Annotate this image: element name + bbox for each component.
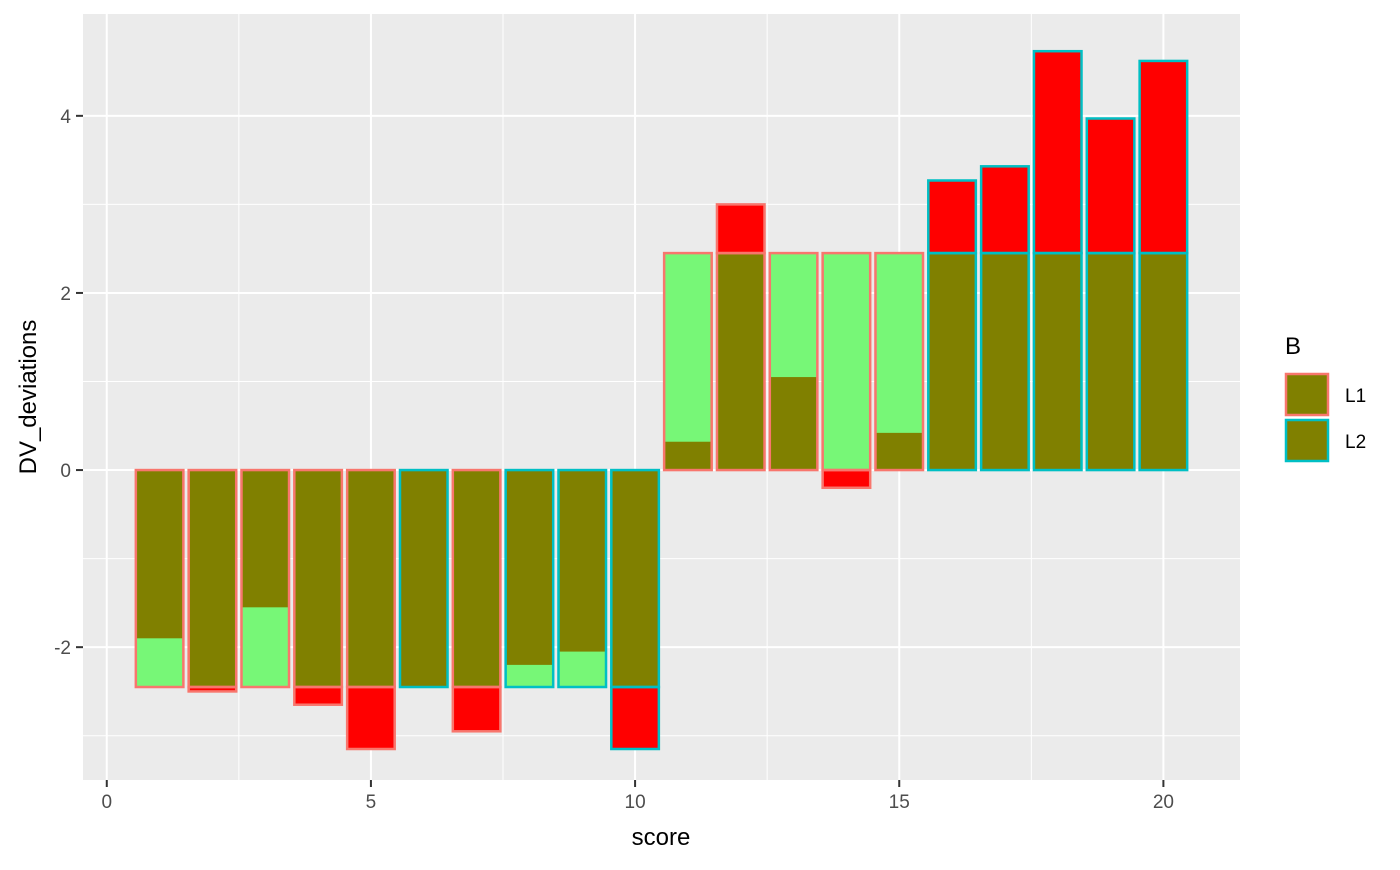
- legend-key: [1284, 372, 1330, 417]
- mean-bar-outline: [504, 468, 555, 689]
- residual-outline: [979, 165, 1030, 255]
- mean-bar-outline: [240, 468, 291, 689]
- mean-bar-outline: [874, 251, 925, 472]
- bar-8: [504, 468, 555, 689]
- bar-16: [927, 179, 978, 472]
- residual-bar: [928, 180, 976, 254]
- bar-5: [345, 468, 396, 751]
- legend-label: L1: [1345, 386, 1366, 407]
- value-bar: [1086, 253, 1135, 471]
- residual-bar: [1086, 118, 1135, 254]
- bar-17: [979, 165, 1030, 472]
- value-bar: [716, 253, 765, 471]
- value-bar: [1139, 253, 1188, 471]
- bar-20: [1138, 59, 1189, 472]
- bar-19: [1085, 117, 1136, 472]
- residual-bar: [294, 687, 342, 705]
- bar-6: [398, 468, 449, 689]
- x-tick-label: 0: [101, 792, 112, 813]
- mean-bar-outline: [134, 468, 185, 689]
- legend: B L1 L2: [1284, 333, 1366, 463]
- y-tick-label: 2: [60, 284, 71, 305]
- y-tick-label: -2: [54, 638, 71, 659]
- residual-outline: [1085, 117, 1136, 255]
- mean-bar-outline: [557, 468, 608, 689]
- bar-11: [662, 251, 713, 472]
- residual-bar: [1139, 60, 1188, 254]
- bar-15: [874, 251, 925, 472]
- value-bar: [558, 470, 607, 652]
- value-bar: [452, 470, 501, 688]
- y-tick-label: 0: [60, 461, 71, 482]
- value-bar: [1033, 253, 1082, 471]
- y-tick-label: 4: [60, 107, 71, 128]
- residual-outline: [293, 685, 344, 706]
- mean-bar-outline: [768, 251, 819, 472]
- residual-outline: [927, 179, 978, 255]
- value-bar: [928, 253, 976, 471]
- bar-3: [240, 468, 291, 689]
- residual-outline: [715, 203, 766, 255]
- value-bar: [399, 470, 448, 688]
- value-bar: [611, 470, 659, 688]
- bar-9: [557, 468, 608, 689]
- value-bar: [875, 432, 924, 471]
- value-bar: [505, 470, 554, 665]
- bar-1: [134, 468, 185, 689]
- value-bar: [188, 470, 237, 688]
- value-bar: [347, 470, 395, 688]
- bar-14: [821, 251, 872, 490]
- x-axis-title: score: [632, 824, 691, 851]
- y-axis-title: DV_deviations: [15, 320, 42, 475]
- residual-bar: [452, 687, 501, 732]
- residual-bar: [716, 204, 765, 254]
- bar-18: [1032, 49, 1083, 472]
- mean-bar-outline: [398, 468, 449, 689]
- legend-title: B: [1285, 333, 1301, 360]
- value-bar: [241, 470, 290, 608]
- residual-bar: [822, 470, 871, 488]
- bar-13: [768, 251, 819, 472]
- bar-7: [451, 468, 502, 733]
- residual-outline: [1032, 49, 1083, 255]
- value-bar: [135, 470, 184, 639]
- legend-item-l1: L1: [1284, 372, 1366, 417]
- x-tick-label: 5: [366, 792, 377, 813]
- residual-bar: [1033, 51, 1082, 254]
- bars: [134, 49, 1189, 751]
- x-tick-label: 15: [889, 792, 910, 813]
- residual-bar: [611, 687, 659, 750]
- legend-item-l2: L2: [1284, 418, 1366, 463]
- mean-bar: [664, 253, 712, 471]
- x-tick-label: 10: [625, 792, 646, 813]
- axis-tick-labels: 0 5 10 15 20 -2 0 2 4: [54, 107, 1174, 813]
- residual-bar: [981, 166, 1029, 254]
- x-tick-label: 20: [1153, 792, 1174, 813]
- residual-outline: [610, 685, 661, 751]
- residual-bar: [347, 687, 395, 750]
- value-bar: [769, 377, 818, 471]
- bar-2: [187, 468, 238, 693]
- value-bar: [664, 441, 712, 471]
- axis-ticks: [76, 114, 1165, 787]
- residual-outline: [451, 685, 502, 733]
- residual-bar: [188, 687, 237, 692]
- value-bar: [981, 253, 1029, 471]
- legend-key: [1284, 418, 1330, 463]
- mean-bar-outline: [662, 251, 713, 472]
- residual-outline: [821, 468, 872, 490]
- bar-4: [293, 468, 344, 706]
- legend-label: L2: [1345, 432, 1366, 453]
- residual-outline: [345, 685, 396, 751]
- residual-outline: [1138, 59, 1189, 255]
- bar-10: [610, 468, 661, 751]
- bar-12: [715, 203, 766, 472]
- value-bar: [294, 470, 342, 688]
- mean-bar: [822, 253, 871, 471]
- residual-outline: [187, 685, 238, 693]
